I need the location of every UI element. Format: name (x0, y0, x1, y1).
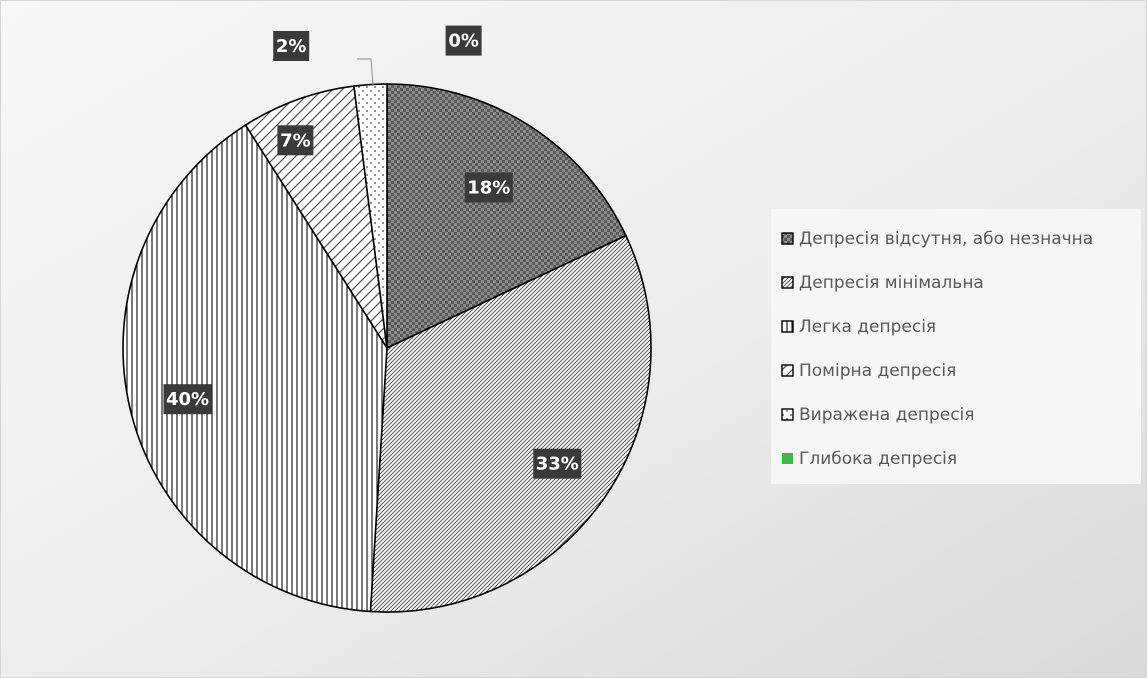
legend-swatch (782, 453, 793, 464)
legend-swatch (781, 232, 794, 245)
legend-background (771, 209, 1141, 484)
pie-slices (122, 83, 652, 613)
legend: Депресія відсутня, або незначна Депресія … (771, 209, 1141, 484)
pie-slice (122, 123, 388, 613)
legend-label: Глибока депресія (799, 449, 957, 469)
legend-label: Депресія відсутня, або незначна (799, 229, 1093, 249)
pie-slice (386, 83, 627, 350)
data-label-box (533, 448, 582, 479)
data-label: 7% (280, 130, 311, 151)
data-label: 40% (166, 389, 209, 410)
legend-label: Виражена депресія (799, 405, 975, 425)
data-label-box (464, 172, 513, 203)
legend-swatch (781, 276, 794, 289)
legend-swatch (781, 320, 794, 333)
data-label: 18% (467, 178, 510, 199)
legend-label: Депресія мінімальна (799, 273, 984, 293)
legend-label: Легка депресія (799, 317, 936, 337)
legend-label: Помірна депресія (799, 361, 956, 381)
data-label-box (273, 31, 310, 61)
data-label: 33% (536, 454, 579, 475)
pie-slice (369, 234, 652, 613)
data-label: 0% (448, 31, 479, 52)
pie-data-labels: 18% 33% 40% 7% 2% 0% (163, 25, 582, 479)
data-label-box (277, 125, 314, 156)
pie-slice (353, 83, 388, 349)
data-label-box (163, 384, 212, 415)
legend-swatch (781, 408, 794, 421)
leader-line (357, 58, 374, 86)
data-label-box (445, 25, 482, 56)
legend-swatch (781, 364, 794, 377)
data-label: 2% (276, 36, 307, 57)
